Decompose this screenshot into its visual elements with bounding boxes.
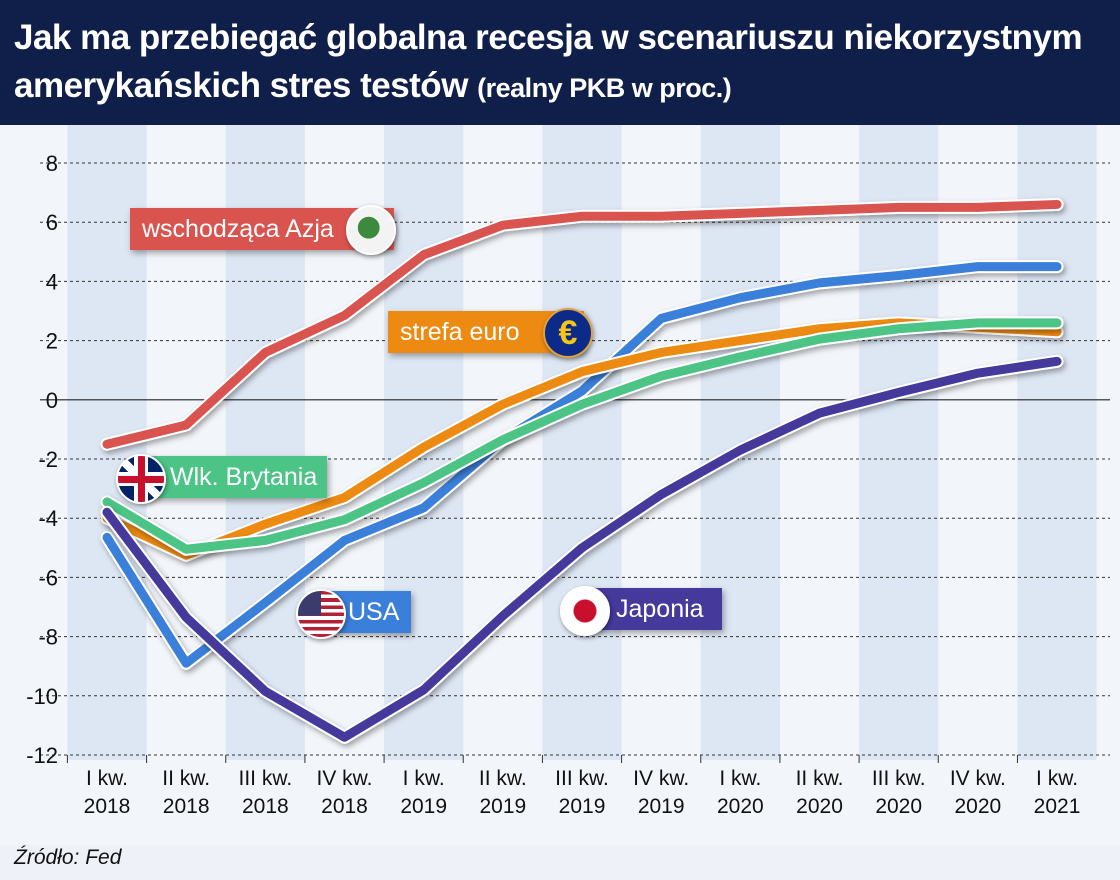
- label-uk-text: Wlk. Brytania: [170, 463, 318, 491]
- y-tick-label: 2: [46, 329, 58, 354]
- title-text: Jak ma przebiegać globalna recesja w sce…: [14, 18, 1083, 105]
- x-tick-label: II kw.: [479, 767, 527, 790]
- x-tick-label: 2019: [559, 795, 606, 818]
- x-tick-label: 2019: [638, 795, 685, 818]
- chart-title: Jak ma przebiegać globalna recesja w sce…: [14, 14, 1114, 112]
- column-stripe: [542, 125, 622, 760]
- x-tick-label: II kw.: [796, 767, 844, 790]
- x-tick-label: 2018: [163, 795, 210, 818]
- x-tick-label: IV kw.: [633, 767, 689, 790]
- source-note: Źródło: Fed: [14, 846, 122, 869]
- x-tick-label: II kw.: [162, 767, 210, 790]
- x-tick-label: 2020: [717, 795, 764, 818]
- x-tick-label: I kw.: [86, 767, 128, 790]
- chart-header: Jak ma przebiegać globalna recesja w sce…: [0, 0, 1120, 125]
- label-usa-text: USA: [348, 598, 400, 626]
- x-tick-label: III kw.: [872, 767, 926, 790]
- label-uk: Wlk. Brytania: [140, 456, 328, 498]
- y-tick-label: 6: [46, 210, 58, 235]
- y-tick-label: -6: [38, 565, 58, 590]
- x-tick-label: 2019: [479, 795, 526, 818]
- x-tick-label: III kw.: [238, 767, 292, 790]
- column-stripe: [859, 125, 939, 760]
- label-asia-text: wschodząca Azja: [142, 215, 334, 243]
- x-tick-label: 2018: [321, 795, 368, 818]
- y-tick-label: -12: [26, 743, 58, 768]
- x-tick-label: I kw.: [1036, 767, 1078, 790]
- x-tick-label: 2019: [400, 795, 447, 818]
- x-tick-label: 2021: [1034, 795, 1081, 818]
- y-tick-label: 4: [46, 269, 58, 294]
- y-tick-label: -10: [26, 684, 58, 709]
- japan-flag-icon: [560, 586, 610, 636]
- x-tick-label: 2018: [242, 795, 289, 818]
- x-tick-label: I kw.: [403, 767, 445, 790]
- column-stripe: [1017, 125, 1097, 760]
- label-euro-text: strefa euro: [400, 318, 520, 346]
- euro-icon: €: [543, 308, 593, 358]
- label-japan: Japonia: [586, 588, 722, 630]
- y-tick-label: -2: [38, 447, 58, 472]
- uk-flag-icon: [116, 454, 166, 504]
- asia-globe-icon: [346, 205, 396, 255]
- x-tick-label: IV kw.: [950, 767, 1006, 790]
- chart-subtitle: (realny PKB w proc.): [477, 73, 732, 103]
- us-flag-icon: [296, 589, 346, 639]
- y-tick-label: -8: [38, 625, 58, 650]
- label-japan-text: Japonia: [616, 595, 704, 623]
- x-tick-label: 2020: [875, 795, 922, 818]
- y-tick-label: 0: [46, 388, 58, 413]
- x-tick-label: III kw.: [555, 767, 609, 790]
- y-tick-label: 8: [46, 151, 58, 176]
- x-tick-label: 2018: [84, 795, 131, 818]
- x-tick-label: I kw.: [719, 767, 761, 790]
- x-tick-label: 2020: [796, 795, 843, 818]
- x-tick-label: 2020: [955, 795, 1002, 818]
- x-tick-label: IV kw.: [316, 767, 372, 790]
- y-tick-label: -4: [38, 506, 58, 531]
